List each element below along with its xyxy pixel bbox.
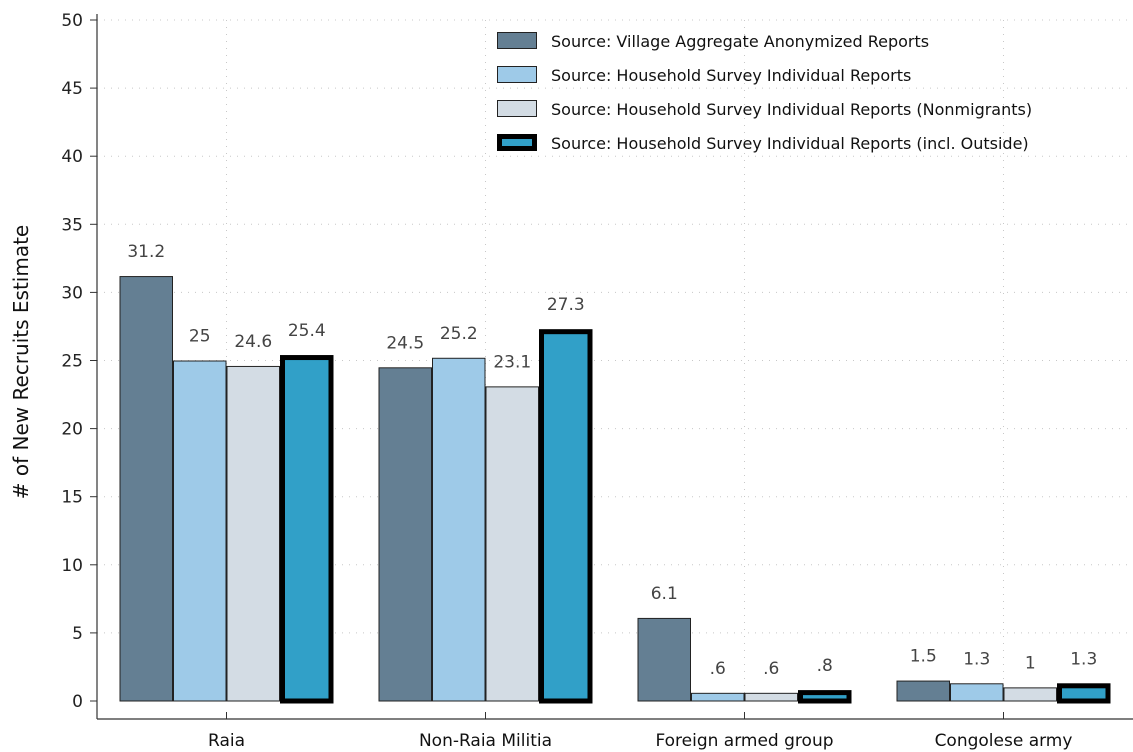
legend-label-1: Source: Household Survey Individual Repo…: [551, 66, 911, 85]
data-label-s0-c2: 6.1: [651, 584, 678, 604]
bar-s3-c0: [280, 355, 334, 704]
legend-swatch-2: [497, 100, 537, 117]
bar-s2-c1: [485, 386, 539, 702]
y-tick-label-0: 0: [72, 692, 83, 712]
y-tick-label-50: 50: [61, 11, 83, 31]
bar-s0-c3: [896, 680, 950, 702]
bar-s2-c3: [1003, 687, 1057, 702]
bar-s1-c0: [173, 360, 227, 702]
data-label-s0-c1: 24.5: [386, 333, 424, 353]
data-label-s1-c3: 1.3: [963, 649, 990, 669]
bar-s3-c2: [798, 690, 852, 704]
legend-label-0: Source: Village Aggregate Anonymized Rep…: [551, 32, 929, 51]
data-label-s3-c3: 1.3: [1070, 649, 1097, 669]
data-label-s1-c2: .6: [710, 659, 726, 679]
bar-s0-c1: [378, 367, 432, 702]
y-tick-label-45: 45: [61, 79, 83, 99]
data-label-s0-c0: 31.2: [127, 242, 165, 262]
y-axis-title: # of New Recruits Estimate: [9, 225, 33, 499]
y-tick-label-20: 20: [61, 420, 83, 440]
category-label-1: Non-Raia Militia: [419, 731, 552, 751]
data-label-s3-c0: 25.4: [288, 321, 326, 341]
y-tick-label-25: 25: [61, 352, 83, 372]
data-label-s1-c0: 25: [189, 327, 211, 347]
data-label-s2-c0: 24.6: [234, 332, 272, 352]
data-label-s2-c2: .6: [763, 659, 779, 679]
bars: 31.2 25 24.6 25.4 24.5 25.2 23.1 27.3 6.1 .6 .6 .8 1…: [119, 242, 1111, 704]
y-tick-label-30: 30: [61, 283, 83, 303]
bar-s0-c0: [119, 276, 173, 702]
data-label-s2-c1: 23.1: [493, 352, 531, 372]
bar-s3-c3: [1057, 683, 1111, 704]
axes: 0 5 10 15 20 25 30 35 40 45 50 Raia Non-Raia Militia…: [61, 11, 1133, 751]
bar-s1-c3: [950, 683, 1004, 702]
legend-swatch-3: [497, 134, 537, 151]
bar-s0-c2: [637, 617, 691, 702]
y-tick-label-10: 10: [61, 556, 83, 576]
legend-label-3: Source: Household Survey Individual Repo…: [551, 134, 1029, 153]
bar-s2-c0: [226, 365, 280, 702]
data-label-s3-c1: 27.3: [547, 295, 585, 315]
bar-s3-c1: [539, 329, 593, 704]
y-tick-label-15: 15: [61, 488, 83, 508]
grid: [97, 19, 1133, 701]
legend-label-2: Source: Household Survey Individual Repo…: [551, 100, 1032, 119]
category-label-0: Raia: [208, 731, 245, 751]
bar-s2-c2: [744, 692, 798, 702]
data-label-s1-c1: 25.2: [440, 324, 478, 344]
category-label-3: Congolese army: [935, 731, 1073, 751]
legend-swatch-0: [497, 32, 537, 49]
data-label-s3-c2: .8: [817, 656, 833, 676]
bar-s1-c1: [432, 357, 486, 702]
data-label-s0-c3: 1.5: [910, 647, 937, 667]
bar-s1-c2: [691, 692, 745, 702]
y-tick-label-5: 5: [72, 624, 83, 644]
legend-swatch-1: [497, 66, 537, 83]
y-tick-label-35: 35: [61, 215, 83, 235]
data-label-s2-c3: 1: [1025, 653, 1036, 673]
legend: Source: Village Aggregate Anonymized Rep…: [497, 32, 1032, 153]
y-tick-label-40: 40: [61, 147, 83, 167]
category-label-2: Foreign armed group: [655, 731, 833, 751]
